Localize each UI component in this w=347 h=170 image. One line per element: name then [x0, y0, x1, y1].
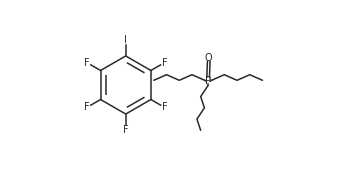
- Text: F: F: [84, 57, 90, 67]
- Text: F: F: [123, 125, 128, 135]
- Text: F: F: [162, 103, 168, 113]
- Text: I: I: [124, 35, 127, 45]
- Text: O: O: [205, 53, 212, 63]
- Text: F: F: [84, 103, 90, 113]
- Text: P: P: [205, 76, 211, 86]
- Text: F: F: [162, 57, 168, 67]
